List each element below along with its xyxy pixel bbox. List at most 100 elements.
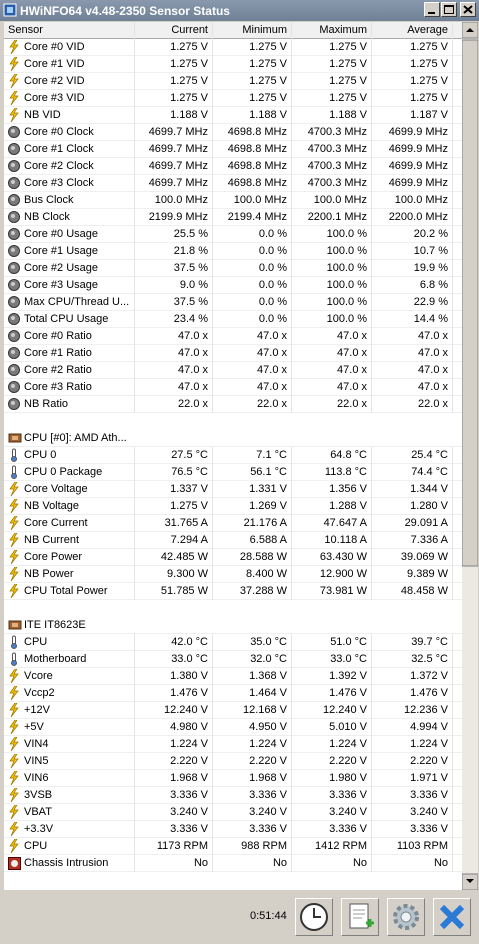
sensor-value: 4.994 V	[372, 719, 453, 736]
sensor-table: Core #0 VID 1.275 V 1.275 V 1.275 V 1.275 V C…	[4, 39, 462, 890]
sensor-icon	[8, 160, 20, 172]
sensor-row: Core #0 Ratio 47.0 x 47.0 x 47.0 x 47.0 x	[4, 328, 462, 345]
sensor-value: 1.392 V	[292, 668, 372, 685]
sensor-value: 1.188 V	[213, 107, 292, 124]
sensor-value: 33.0 °C	[292, 651, 372, 668]
settings-button[interactable]	[387, 898, 425, 936]
sensor-value: 1.968 V	[213, 770, 292, 787]
sensor-value: 51.785 W	[135, 583, 213, 600]
sensor-value: 4698.8 MHz	[213, 124, 292, 141]
app-icon	[3, 3, 17, 17]
sensor-value: 7.1 °C	[213, 447, 292, 464]
sensor-icon	[9, 108, 19, 123]
sensor-row: Vcore 1.380 V 1.368 V 1.392 V 1.372 V	[4, 668, 462, 685]
report-button[interactable]	[341, 898, 379, 936]
sensor-value: 1103 RPM	[372, 838, 453, 855]
sensor-row: Core #0 Clock 4699.7 MHz 4698.8 MHz 4700.3 …	[4, 124, 462, 141]
sensor-value: 25.4 °C	[372, 447, 453, 464]
sensor-name: Core Power	[4, 549, 135, 566]
sensor-value: 1.188 V	[135, 107, 213, 124]
sensor-row: +3.3V 3.336 V 3.336 V 3.336 V 3.336 V	[4, 821, 462, 838]
sensor-value: 2.220 V	[372, 753, 453, 770]
sensor-value: 47.0 x	[213, 379, 292, 396]
sensor-value: 1.275 V	[372, 73, 453, 90]
sensor-value: 22.0 x	[213, 396, 292, 413]
sensor-row: Core #2 VID 1.275 V 1.275 V 1.275 V 1.275 V	[4, 73, 462, 90]
sensor-value: 1.476 V	[292, 685, 372, 702]
sensor-row: Core #0 VID 1.275 V 1.275 V 1.275 V 1.275 V	[4, 39, 462, 56]
close-button[interactable]	[460, 2, 476, 17]
sensor-value: 3.336 V	[135, 787, 213, 804]
sensor-value: 47.0 x	[292, 328, 372, 345]
sensor-value: 1.280 V	[372, 498, 453, 515]
sensor-value: 4700.3 MHz	[292, 124, 372, 141]
sensor-value: 56.1 °C	[213, 464, 292, 481]
sensor-value: 20.2 %	[372, 226, 453, 243]
clock-button[interactable]	[295, 898, 333, 936]
sensor-value: 35.0 °C	[213, 634, 292, 651]
sensor-icon	[9, 516, 19, 531]
sensor-value: 3.336 V	[135, 821, 213, 838]
exit-button[interactable]	[433, 898, 471, 936]
sensor-row: +5V 4.980 V 4.950 V 5.010 V 4.994 V	[4, 719, 462, 736]
sensor-icon	[9, 720, 19, 735]
sensor-value: 6.8 %	[372, 277, 453, 294]
sensor-row: Core #3 Usage 9.0 % 0.0 % 100.0 % 6.8 %	[4, 277, 462, 294]
sensor-icon	[9, 771, 19, 786]
sensor-row: Core #2 Usage 37.5 % 0.0 % 100.0 % 19.9 %	[4, 260, 462, 277]
sensor-value: 47.0 x	[135, 345, 213, 362]
sensor-icon	[9, 754, 19, 769]
sensor-value: 33.0 °C	[135, 651, 213, 668]
sensor-name: Vcore	[4, 668, 135, 685]
maximize-button[interactable]	[441, 2, 457, 17]
sensor-value: 1.224 V	[213, 736, 292, 753]
title-bar: HWiNFO64 v4.48-2350 Sensor Status	[0, 0, 479, 21]
sensor-value: 1.275 V	[292, 90, 372, 107]
sensor-value: 1.968 V	[135, 770, 213, 787]
sensor-value: 2199.9 MHz	[135, 209, 213, 226]
sensor-name: VIN6	[4, 770, 135, 787]
sensor-name: CPU	[4, 634, 135, 651]
sensor-name: Max CPU/Thread U...	[4, 294, 135, 311]
sensor-icon	[8, 620, 22, 630]
sensor-icon	[8, 433, 22, 443]
sensor-value: 1.275 V	[135, 56, 213, 73]
sensor-value: 1.275 V	[372, 90, 453, 107]
sensor-icon	[8, 228, 20, 240]
sensor-row: Core #0 Usage 25.5 % 0.0 % 100.0 % 20.2 %	[4, 226, 462, 243]
sensor-name: VIN5	[4, 753, 135, 770]
sensor-value: 1.464 V	[213, 685, 292, 702]
sensor-value: 47.0 x	[372, 362, 453, 379]
sensor-value: 7.336 A	[372, 532, 453, 549]
sensor-value: 3.240 V	[213, 804, 292, 821]
sensor-icon	[8, 194, 20, 206]
sensor-icon	[9, 737, 19, 752]
sensor-icon	[8, 177, 20, 189]
scrollbar[interactable]	[461, 21, 479, 891]
sensor-row: CPU 0 27.5 °C 7.1 °C 64.8 °C 25.4 °C	[4, 447, 462, 464]
sensor-value: 1.275 V	[135, 90, 213, 107]
sensor-value: 47.0 x	[372, 379, 453, 396]
sensor-value: 2.220 V	[292, 753, 372, 770]
sensor-value: 1.275 V	[135, 39, 213, 56]
sensor-value: 4699.7 MHz	[135, 124, 213, 141]
sensor-value: 1.275 V	[372, 56, 453, 73]
sensor-value: 1412 RPM	[292, 838, 372, 855]
sensor-name: Core #2 Usage	[4, 260, 135, 277]
sensor-icon	[11, 652, 17, 666]
sensor-value: 27.5 °C	[135, 447, 213, 464]
sensor-value: 51.0 °C	[292, 634, 372, 651]
sensor-value: 74.4 °C	[372, 464, 453, 481]
sensor-value: 1.224 V	[372, 736, 453, 753]
sensor-value: 39.069 W	[372, 549, 453, 566]
sensor-value: 1.476 V	[372, 685, 453, 702]
sensor-row: Bus Clock 100.0 MHz 100.0 MHz 100.0 MHz 100.…	[4, 192, 462, 209]
sensor-name: NB Power	[4, 566, 135, 583]
sensor-value: 31.765 A	[135, 515, 213, 532]
sensor-value: 47.0 x	[135, 328, 213, 345]
minimize-button[interactable]	[424, 2, 440, 17]
sensor-name: NB Ratio	[4, 396, 135, 413]
sensor-value: 113.8 °C	[292, 464, 372, 481]
sensor-name: Core #2 Clock	[4, 158, 135, 175]
sensor-value: 21.176 A	[213, 515, 292, 532]
